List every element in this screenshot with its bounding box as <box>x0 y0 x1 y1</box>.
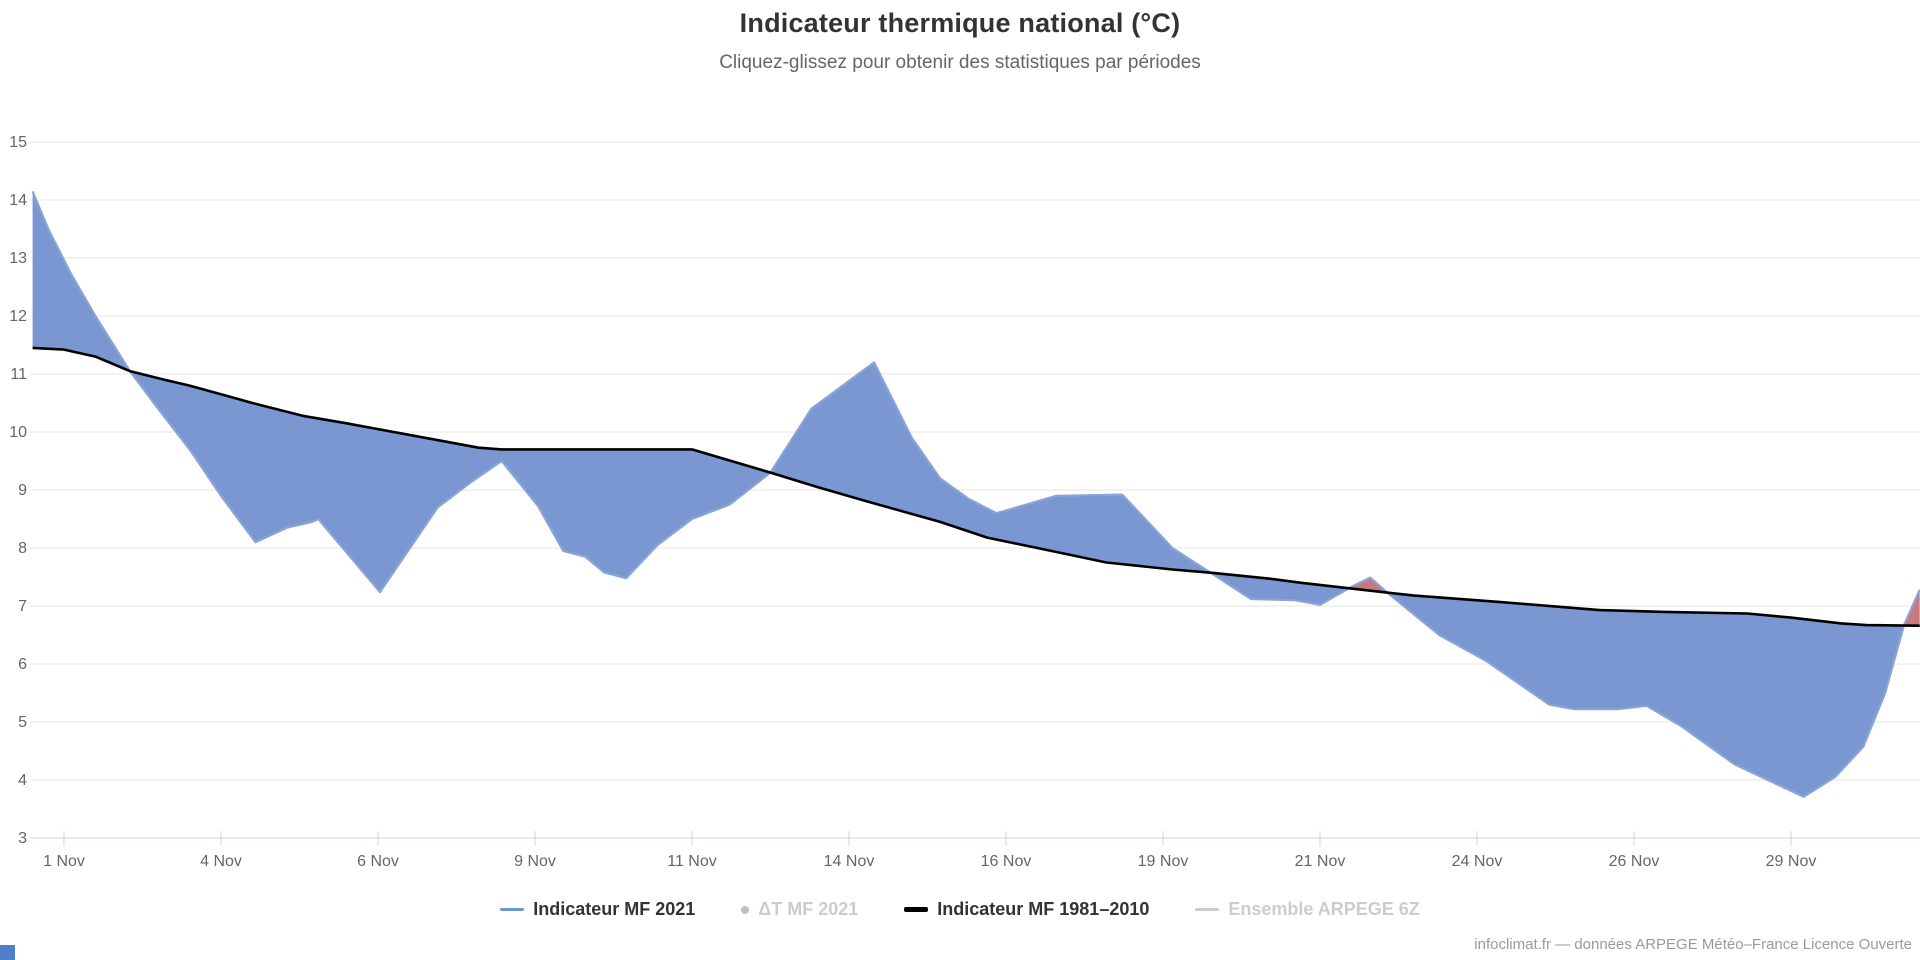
x-axis-label: 1 Nov <box>43 853 85 870</box>
y-axis-label: 5 <box>18 714 27 731</box>
legend-item-3[interactable]: Indicateur MF 1981–2010 <box>904 899 1149 920</box>
legend-item-label: Ensemble ARPEGE 6Z <box>1228 899 1420 919</box>
legend-item-label: Indicateur MF 1981–2010 <box>937 899 1150 919</box>
x-axis-label: 19 Nov <box>1138 853 1189 870</box>
legend-line-icon <box>904 907 929 912</box>
x-axis-label: 24 Nov <box>1452 853 1503 870</box>
x-axis-label: 21 Nov <box>1295 853 1346 870</box>
chart-title: Indicateur thermique national (°C) <box>739 8 1181 38</box>
legend-item-label: ΔT MF 2021 <box>758 899 859 919</box>
credit-link[interactable]: infoclimat.fr — données ARPEGE Météo–Fra… <box>1474 936 1912 953</box>
x-axis-label: 16 Nov <box>981 853 1032 870</box>
x-axis-label: 29 Nov <box>1766 853 1817 870</box>
legend-item-label: Indicateur MF 2021 <box>533 899 696 919</box>
x-axis-label: 6 Nov <box>357 853 399 870</box>
legend-dot-icon <box>741 905 750 914</box>
x-axis-label: 11 Nov <box>667 853 717 870</box>
area-below-normal <box>1210 572 1349 605</box>
area-below-normal <box>32 191 1211 593</box>
y-axis-label: 11 <box>10 366 27 383</box>
y-axis-label: 4 <box>18 772 27 789</box>
legend-item-4[interactable]: Ensemble ARPEGE 6Z <box>1195 899 1420 920</box>
x-axis-label: 4 Nov <box>200 853 242 870</box>
legend-line-icon <box>500 908 525 911</box>
y-axis-label: 12 <box>9 308 27 325</box>
chart-subtitle: Cliquez-glissez pour obtenir des statist… <box>719 52 1201 73</box>
corner-accent-square <box>0 945 15 960</box>
legend-item-2[interactable]: ΔT MF 2021 <box>741 899 858 920</box>
y-axis-label: 15 <box>9 134 27 151</box>
y-axis-label: 14 <box>9 192 27 209</box>
y-axis-label: 9 <box>18 482 27 499</box>
series-line-2021 <box>31 190 1920 798</box>
x-axis-label: 26 Nov <box>1609 853 1660 870</box>
y-axis-label: 10 <box>9 424 27 441</box>
y-axis-label: 7 <box>18 598 27 615</box>
legend-item-1[interactable]: Indicateur MF 2021 <box>500 899 695 920</box>
series-line-normal <box>32 346 1920 627</box>
legend-line-icon <box>1195 908 1220 911</box>
y-axis-label: 8 <box>18 540 27 557</box>
y-axis-label: 13 <box>9 250 27 267</box>
y-axis-label: 3 <box>18 830 27 847</box>
x-axis-label: 9 Nov <box>514 853 556 870</box>
x-axis-label: 14 Nov <box>824 853 875 870</box>
legend: Indicateur MF 2021 ΔT MF 2021 Indicateur M… <box>0 899 1920 920</box>
area-below-normal <box>1387 592 1904 797</box>
y-axis-label: 6 <box>18 656 27 673</box>
